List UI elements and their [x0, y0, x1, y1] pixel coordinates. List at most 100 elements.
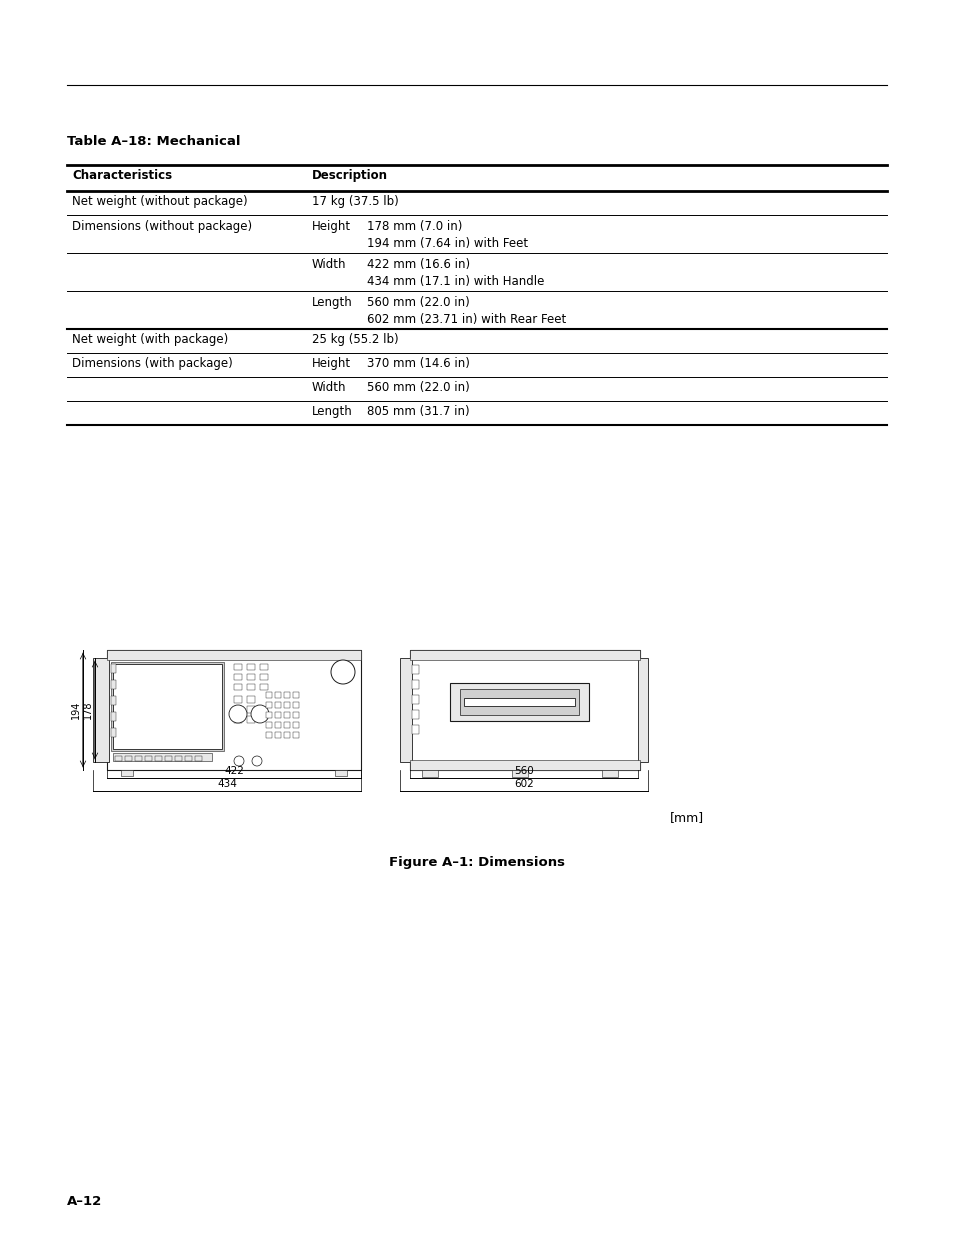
Bar [421, 769, 437, 777]
Text: 370 mm (14.6 in): 370 mm (14.6 in) [367, 357, 470, 370]
Bar [412, 725, 418, 734]
Bar [185, 756, 192, 761]
Bar [233, 664, 242, 671]
Bar [459, 689, 578, 715]
Text: Height: Height [312, 220, 351, 233]
Bar [266, 701, 272, 708]
Circle shape [251, 705, 269, 722]
Text: Net weight (with package): Net weight (with package) [71, 333, 228, 346]
Text: Width: Width [312, 258, 346, 270]
Bar [92, 658, 109, 762]
Text: A–12: A–12 [67, 1195, 102, 1208]
Text: 25 kg (55.2 lb): 25 kg (55.2 lb) [312, 333, 398, 346]
Bar [111, 727, 116, 737]
Text: Characteristics: Characteristics [71, 169, 172, 182]
Bar [463, 698, 575, 706]
Bar [247, 697, 254, 703]
Bar [284, 701, 290, 708]
Bar [293, 692, 298, 698]
Bar [145, 756, 152, 761]
Bar [121, 769, 132, 776]
Bar [274, 701, 281, 708]
Bar [638, 658, 647, 762]
Bar [111, 697, 116, 705]
Text: Length: Length [312, 405, 353, 417]
Bar [125, 756, 132, 761]
Bar [266, 692, 272, 698]
Bar [450, 683, 588, 721]
Bar [111, 664, 116, 673]
Bar [247, 716, 254, 722]
Bar [274, 713, 281, 718]
Bar [260, 684, 268, 690]
Text: 194: 194 [71, 700, 81, 719]
Bar [115, 756, 122, 761]
Bar [410, 650, 639, 769]
Bar [247, 674, 254, 680]
Circle shape [252, 756, 262, 766]
Bar [165, 756, 172, 761]
Text: 602: 602 [514, 779, 534, 789]
Bar [293, 701, 298, 708]
Text: Dimensions (with package): Dimensions (with package) [71, 357, 233, 370]
Circle shape [233, 756, 244, 766]
Bar [412, 680, 418, 689]
Bar [293, 732, 298, 739]
Text: Net weight (without package): Net weight (without package) [71, 195, 248, 207]
Text: Table A–18: Mechanical: Table A–18: Mechanical [67, 135, 240, 148]
Circle shape [331, 659, 355, 684]
Text: 178: 178 [83, 700, 92, 719]
Bar [412, 664, 418, 674]
Bar [233, 674, 242, 680]
Bar [233, 716, 242, 722]
Bar [194, 756, 202, 761]
Text: 805 mm (31.7 in): 805 mm (31.7 in) [367, 405, 469, 417]
Bar [135, 756, 142, 761]
Bar [107, 650, 360, 769]
Bar [260, 664, 268, 671]
Bar [335, 769, 347, 776]
Bar [266, 732, 272, 739]
Bar [266, 722, 272, 727]
Bar [112, 753, 212, 761]
Bar [410, 760, 639, 769]
Text: 434: 434 [217, 779, 236, 789]
Bar [274, 722, 281, 727]
Bar [412, 710, 418, 719]
Bar [284, 692, 290, 698]
Text: 178 mm (7.0 in)
194 mm (7.64 in) with Feet: 178 mm (7.0 in) 194 mm (7.64 in) with Fe… [367, 220, 528, 249]
Bar [112, 664, 222, 748]
Bar [274, 692, 281, 698]
Bar [274, 732, 281, 739]
Bar [247, 684, 254, 690]
Text: 422: 422 [224, 766, 244, 776]
Bar [284, 722, 290, 727]
Bar [247, 664, 254, 671]
Bar [284, 713, 290, 718]
Text: [mm]: [mm] [669, 811, 703, 824]
Bar [111, 713, 116, 721]
Text: Dimensions (without package): Dimensions (without package) [71, 220, 252, 233]
Text: Length: Length [312, 296, 353, 309]
Bar [260, 674, 268, 680]
Text: Description: Description [312, 169, 388, 182]
Bar [233, 706, 242, 713]
Bar [293, 722, 298, 727]
Text: 422 mm (16.6 in)
434 mm (17.1 in) with Handle: 422 mm (16.6 in) 434 mm (17.1 in) with H… [367, 258, 544, 288]
Text: Width: Width [312, 382, 346, 394]
Bar [233, 684, 242, 690]
Text: 560 mm (22.0 in)
602 mm (23.71 in) with Rear Feet: 560 mm (22.0 in) 602 mm (23.71 in) with … [367, 296, 566, 326]
Bar [266, 713, 272, 718]
Bar [410, 650, 639, 659]
Bar [154, 756, 162, 761]
Bar [601, 769, 618, 777]
Bar [233, 697, 242, 703]
Bar [412, 695, 418, 704]
Bar [293, 713, 298, 718]
Bar [247, 706, 254, 713]
Bar [111, 662, 224, 751]
Circle shape [229, 705, 247, 722]
Bar [284, 732, 290, 739]
Bar [399, 658, 412, 762]
Bar [107, 650, 360, 659]
